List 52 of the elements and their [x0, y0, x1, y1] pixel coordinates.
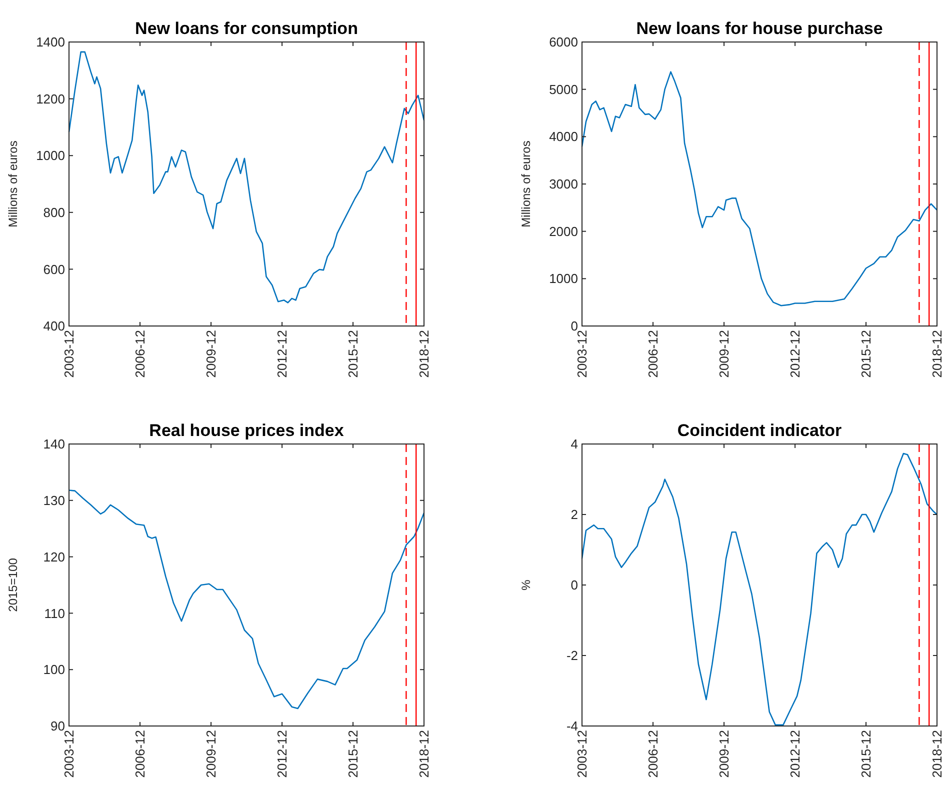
chart-title: New loans for house purchase — [636, 19, 883, 38]
y-tick-label: 2000 — [549, 224, 578, 239]
chart-title: Real house prices index — [149, 421, 344, 440]
line-series — [68, 490, 425, 710]
y-tick-label: 4 — [570, 436, 578, 452]
x-tick-label: 2015-12 — [346, 730, 361, 778]
y-tick-label: -2 — [566, 648, 578, 664]
x-tick-label: 2006-12 — [132, 330, 148, 378]
y-tick-label: 110 — [44, 606, 65, 621]
x-tick-label: 2012-12 — [788, 330, 803, 378]
y-axis-title: Millions of euros — [519, 140, 533, 228]
y-axis-title: 2015=100 — [6, 558, 20, 612]
x-tick-label: 2018-12 — [416, 330, 432, 378]
y-tick-label: 1000 — [36, 148, 65, 164]
x-tick-label: 2015-12 — [858, 730, 874, 778]
y-tick-label: 6000 — [549, 34, 578, 50]
x-tick-label: 2018-12 — [930, 330, 944, 378]
y-tick-label: 4000 — [549, 129, 578, 144]
line-series — [68, 51, 425, 304]
y-tick-label: 2 — [570, 507, 578, 522]
x-tick-label: 2012-12 — [274, 730, 290, 778]
y-tick-label: 600 — [43, 262, 65, 277]
line-series — [581, 71, 938, 306]
x-tick-label: 2012-12 — [788, 730, 803, 778]
x-tick-label: 2015-12 — [858, 330, 874, 378]
chart-title: Coincident indicator — [677, 421, 842, 440]
x-tick-label: 2006-12 — [132, 730, 148, 778]
y-tick-label: 1200 — [36, 91, 65, 106]
x-tick-label: 2009-12 — [716, 730, 732, 778]
x-tick-label: 2018-12 — [930, 730, 944, 778]
y-tick-label: 5000 — [549, 82, 578, 97]
y-tick-label: 130 — [43, 492, 65, 508]
y-tick-label: 1000 — [549, 271, 578, 286]
chart-title: New loans for consumption — [135, 19, 358, 38]
y-tick-label: 120 — [43, 549, 65, 564]
y-tick-label: 1400 — [36, 34, 65, 50]
x-tick-label: 2009-12 — [204, 330, 219, 378]
y-tick-label: 800 — [43, 204, 65, 220]
y-axis-title: Millions of euros — [6, 140, 20, 228]
x-tick-label: 2018-12 — [416, 730, 432, 778]
x-tick-label: 2009-12 — [716, 330, 732, 378]
x-tick-label: 2012-12 — [274, 330, 290, 378]
x-tick-label: 2006-12 — [646, 330, 661, 378]
y-tick-label: 140 — [43, 436, 65, 452]
line-series — [581, 452, 938, 726]
y-tick-label: 3000 — [549, 176, 578, 192]
y-tick-label: 0 — [570, 578, 578, 593]
x-tick-label: 2006-12 — [646, 730, 661, 778]
x-tick-label: 2015-12 — [346, 330, 361, 378]
y-axis-title: % — [519, 579, 533, 590]
x-tick-label: 2009-12 — [204, 730, 219, 778]
y-tick-label: 100 — [43, 662, 65, 678]
